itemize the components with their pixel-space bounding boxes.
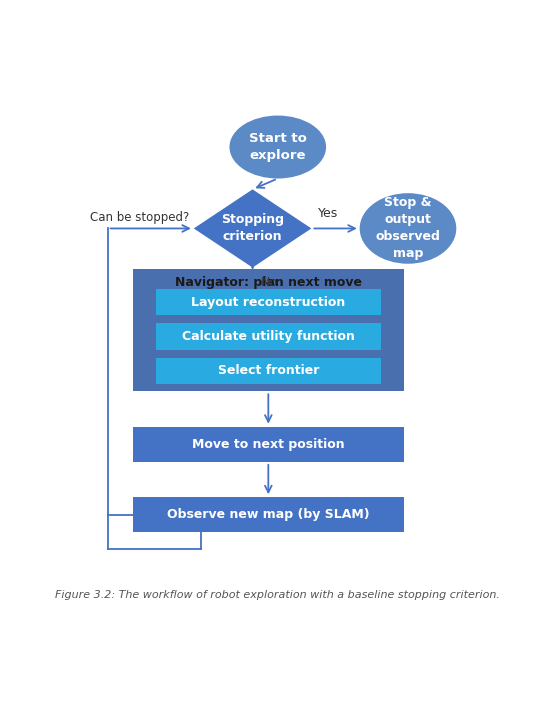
Text: No: No bbox=[261, 276, 278, 288]
Text: Start to
explore: Start to explore bbox=[249, 132, 307, 162]
Text: Select frontier: Select frontier bbox=[218, 364, 319, 377]
FancyBboxPatch shape bbox=[156, 357, 380, 384]
Text: Stop &
output
observed
map: Stop & output observed map bbox=[376, 197, 441, 260]
Text: Can be stopped?: Can be stopped? bbox=[91, 211, 190, 224]
FancyBboxPatch shape bbox=[133, 269, 404, 391]
Polygon shape bbox=[194, 190, 311, 267]
Ellipse shape bbox=[360, 193, 456, 264]
Text: Stopping
criterion: Stopping criterion bbox=[221, 214, 284, 243]
FancyBboxPatch shape bbox=[133, 497, 404, 532]
Text: Yes: Yes bbox=[318, 207, 338, 220]
FancyBboxPatch shape bbox=[156, 289, 380, 315]
Text: Figure 3.2: The workflow of robot exploration with a baseline stopping criterion: Figure 3.2: The workflow of robot explor… bbox=[55, 590, 500, 600]
Text: Move to next position: Move to next position bbox=[192, 438, 345, 450]
Text: Calculate utility function: Calculate utility function bbox=[182, 330, 355, 343]
Text: Layout reconstruction: Layout reconstruction bbox=[191, 296, 345, 309]
FancyBboxPatch shape bbox=[133, 427, 404, 462]
Ellipse shape bbox=[229, 116, 326, 178]
Text: Observe new map (by SLAM): Observe new map (by SLAM) bbox=[167, 508, 370, 521]
Text: Navigator: plan next move: Navigator: plan next move bbox=[175, 276, 362, 289]
FancyBboxPatch shape bbox=[156, 324, 380, 350]
